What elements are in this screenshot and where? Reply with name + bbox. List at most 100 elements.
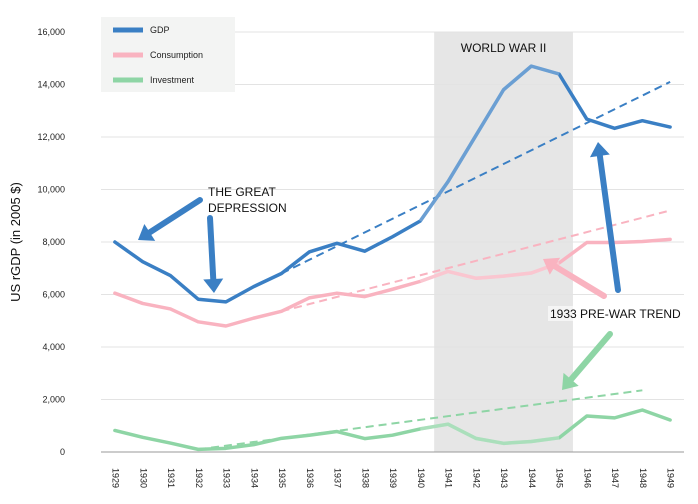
data-point [197, 448, 199, 450]
data-point [530, 272, 532, 274]
legend-label: GDP [150, 25, 170, 35]
trend-arrow-consumption-head [543, 257, 561, 275]
data-point [364, 437, 366, 439]
x-tick-label: 1946 [582, 468, 592, 488]
war-label: WORLD WAR II [461, 41, 547, 55]
legend-label: Consumption [150, 50, 203, 60]
trend-arrow-gdp-head [589, 142, 610, 158]
data-point [252, 443, 254, 445]
x-tick-label: 1932 [194, 468, 204, 488]
trend-line [198, 389, 643, 451]
data-point [169, 442, 171, 444]
data-point [280, 310, 282, 312]
data-point [391, 236, 393, 238]
trend-arrow-investment-shaft [568, 331, 613, 383]
depression-label: DEPRESSION [208, 201, 287, 215]
x-tick-label: 1933 [222, 468, 232, 488]
data-point [613, 127, 615, 129]
y-tick-label: 8,000 [42, 237, 65, 247]
x-tick-label: 1938 [360, 468, 370, 488]
x-tick-label: 1947 [610, 468, 620, 488]
series-war-tint [418, 64, 560, 223]
legend: GDP Consumption Investment [101, 17, 235, 92]
data-point [641, 240, 643, 242]
x-tick-label: 1937 [333, 468, 343, 488]
y-tick-label: 6,000 [42, 290, 65, 300]
data-point [364, 250, 366, 252]
data-point [419, 428, 421, 430]
trend-arrow-gdp-shaft [596, 152, 621, 293]
depression-arrow-1-head [138, 224, 156, 241]
series-layer [113, 64, 672, 452]
x-tick-label: 1944 [527, 468, 537, 488]
data-point [308, 297, 310, 299]
data-point [586, 118, 588, 120]
legend-label: Investment [150, 75, 195, 85]
y-tick-label: 16,000 [37, 27, 65, 37]
x-tick-label: 1943 [499, 468, 509, 488]
data-point [391, 288, 393, 290]
data-point [114, 429, 116, 431]
x-tick-label: 1949 [666, 468, 676, 488]
depression-arrow-2-head [203, 278, 224, 293]
data-point [502, 89, 504, 91]
data-point [225, 325, 227, 327]
y-axis-label: US rGDP (in 2005 $) [8, 182, 23, 302]
data-point [225, 447, 227, 449]
x-tick-label: 1936 [305, 468, 315, 488]
data-point [114, 241, 116, 243]
data-point [669, 238, 671, 240]
data-point [364, 295, 366, 297]
data-point [586, 415, 588, 417]
series-war-tint [419, 422, 560, 446]
trend-arrow-consumption-shaft [551, 263, 607, 299]
data-point [558, 73, 560, 75]
data-point [419, 280, 421, 282]
data-point [252, 285, 254, 287]
data-point [447, 270, 449, 272]
data-point [141, 436, 143, 438]
y-tick-label: 2,000 [42, 395, 65, 405]
trend-label-bg [548, 306, 682, 321]
axis-layer: 0 2,000 4,000 6,000 8,000 10,000 12,000 14,000 1… [8, 27, 676, 488]
data-point [141, 260, 143, 262]
data-point [197, 298, 199, 300]
y-tick-label: 10,000 [37, 185, 65, 195]
data-point [447, 423, 449, 425]
trend-line [281, 80, 671, 275]
data-point [336, 242, 338, 244]
depression-label: THE GREAT [208, 185, 276, 199]
data-point [225, 301, 227, 303]
data-point [586, 241, 588, 243]
y-tick-label: 12,000 [37, 132, 65, 142]
x-tick-label: 1934 [249, 468, 259, 488]
data-point [530, 440, 532, 442]
data-point [641, 409, 643, 411]
x-tick-label: 1935 [277, 468, 287, 488]
data-point [308, 434, 310, 436]
annotation-layer: WORLD WAR II THE GREAT DEPRESSION 1933 PRE-… [208, 41, 682, 321]
data-point [613, 417, 615, 419]
trend-arrow-investment-head [562, 372, 579, 390]
data-point [169, 274, 171, 276]
data-point [280, 437, 282, 439]
data-point [336, 430, 338, 432]
data-point [141, 302, 143, 304]
x-tick-label: 1948 [638, 468, 648, 488]
y-tick-label: 4,000 [42, 342, 65, 352]
data-point [391, 434, 393, 436]
arrow-layer [138, 142, 621, 390]
y-tick-label: 0 [60, 447, 65, 457]
data-point [558, 437, 560, 439]
data-point [197, 321, 199, 323]
data-point [336, 292, 338, 294]
pre-war-trend-label: 1933 PRE-WAR TREND [550, 307, 681, 321]
data-point [641, 120, 643, 122]
depression-arrow-1-shaft [146, 197, 203, 236]
x-tick-label: 1942 [471, 468, 481, 488]
data-point [669, 126, 671, 128]
data-point [475, 277, 477, 279]
data-point [530, 65, 532, 67]
x-tick-label: 1945 [555, 468, 565, 488]
